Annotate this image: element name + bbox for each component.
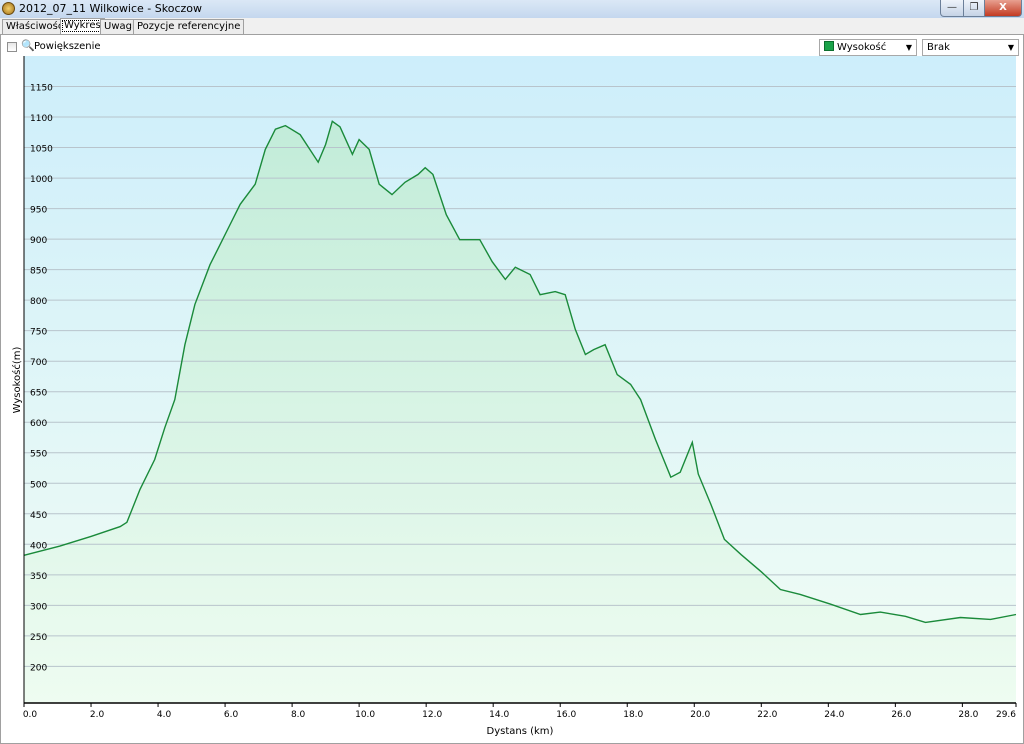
y-axis-label: Wysokość(m) [11,347,23,414]
y-tick-label: 1000 [30,175,53,185]
x-tick-label: 22.0 [757,710,777,720]
chevron-down-icon: ▼ [905,43,912,52]
series-color-swatch [824,41,834,51]
tab-reference-positions[interactable]: Pozycje referencyjne [133,19,245,34]
y-tick-label: 1150 [30,84,53,94]
tab-bar: Właściwości Wykres Uwagi Pozycje referen… [0,18,1024,34]
x-tick-label: 29.6 [996,710,1016,720]
chevron-down-icon: ▼ [1007,43,1014,52]
y-tick-label: 700 [30,358,47,368]
x-tick-label: 10.0 [355,710,375,720]
elevation-area [24,121,1016,704]
y-tick-label: 650 [30,389,47,399]
x-tick-label: 26.0 [891,710,911,720]
x-tick-label: 24.0 [824,710,844,720]
close-button[interactable]: X [984,0,1022,17]
x-tick-label: 0.0 [23,710,38,720]
x-tick-label: 14.0 [489,710,509,720]
magnifier-icon: 🔍 [21,39,35,52]
x-tick-label: 28.0 [958,710,978,720]
y-tick-label: 800 [30,297,47,307]
window-title: 2012_07_11 Wilkowice - Skoczow [19,2,203,15]
app-icon [2,2,15,15]
y-tick-label: 850 [30,267,47,277]
series-select[interactable]: Wysokość ▼ [819,39,917,56]
elevation-line [23,120,1017,624]
x-tick-label: 18.0 [623,710,643,720]
x-tick-label: 20.0 [690,710,710,720]
x-axis-label: Dystans (km) [487,726,554,737]
y-tick-label: 1100 [30,114,53,124]
x-tick-label: 4.0 [157,710,172,720]
y-tick-label: 600 [30,419,47,429]
y-tick-label: 550 [30,450,47,460]
y-tick-label: 1050 [30,145,53,155]
zoom-label: Powiększenie [34,41,101,52]
y-tick-label: 400 [30,541,47,551]
y-tick-label: 900 [30,236,47,246]
title-bar: 2012_07_11 Wilkowice - Skoczow — ❐ X [0,0,1024,18]
x-tick-label: 12.0 [422,710,442,720]
x-tick-label: 16.0 [556,710,576,720]
zoom-checkbox[interactable] [7,42,17,52]
y-tick-label: 750 [30,328,47,338]
secondary-select-value: Brak [927,42,950,53]
y-tick-label: 950 [30,206,47,216]
y-tick-label: 350 [30,572,47,582]
series-select-value: Wysokość [837,42,887,53]
y-tick-label: 500 [30,480,47,490]
secondary-select[interactable]: Brak ▼ [922,39,1019,56]
y-tick-label: 450 [30,511,47,521]
x-tick-label: 2.0 [90,710,105,720]
y-tick-label: 250 [30,633,47,643]
y-tick-label: 300 [30,602,47,612]
y-tick-label: 200 [30,663,47,673]
x-tick-label: 8.0 [291,710,306,720]
x-tick-label: 6.0 [224,710,239,720]
